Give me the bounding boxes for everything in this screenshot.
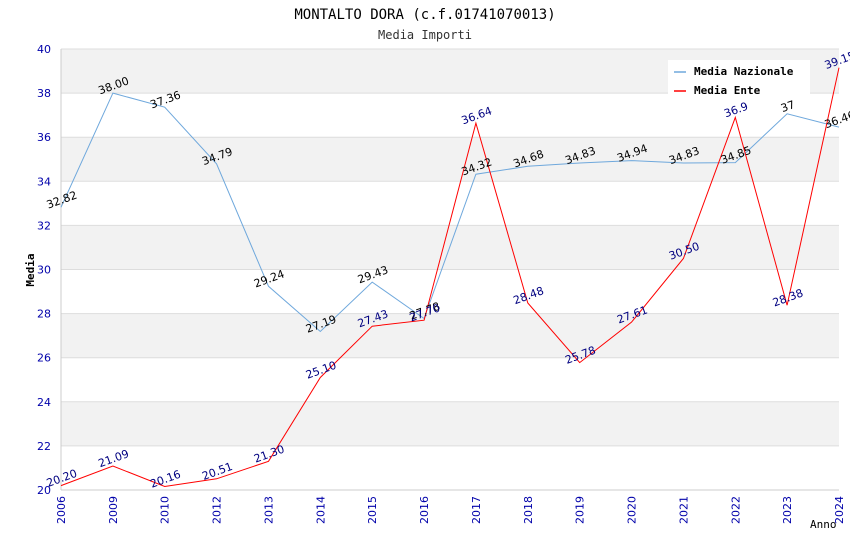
x-tick-label: 2010 <box>159 496 172 524</box>
legend-label-ente: Media Ente <box>694 84 761 97</box>
grid-band <box>61 401 839 446</box>
y-axis-label: Media <box>24 253 37 286</box>
data-label: 36.64 <box>460 104 494 127</box>
x-tick-label: 2013 <box>262 496 275 524</box>
x-tick-labels: 2006 2009 2010 2012 2013 2014 2015 2016 2017 2018… <box>55 496 846 524</box>
y-tick-label: 40 <box>37 43 51 56</box>
legend-label-nazionale: Media Nazionale <box>694 65 794 78</box>
x-tick-label: 2009 <box>107 496 120 524</box>
data-label: 25.10 <box>304 359 338 382</box>
y-tick-label: 28 <box>37 308 51 321</box>
y-tick-label: 38 <box>37 87 51 100</box>
data-label: 20.16 <box>149 468 183 491</box>
x-tick-label: 2015 <box>366 496 379 524</box>
x-tick-label: 2023 <box>781 496 794 524</box>
y-tick-label: 20 <box>37 484 51 497</box>
grid-lines <box>61 48 839 491</box>
x-tick-label: 2020 <box>626 496 639 524</box>
y-tick-label: 32 <box>37 219 51 232</box>
grid-band <box>61 137 839 182</box>
y-tick-label: 30 <box>37 264 51 277</box>
grid-band <box>61 313 839 358</box>
data-label: 20.20 <box>45 467 79 490</box>
x-tick-label: 2012 <box>211 496 224 524</box>
x-tick-label: 2024 <box>833 496 846 524</box>
legend-box <box>668 60 810 96</box>
data-label: 36.46 <box>823 108 850 131</box>
data-label: 36.9 <box>722 100 749 121</box>
x-tick-label: 2016 <box>418 496 431 524</box>
data-label: 28.38 <box>771 286 805 309</box>
x-tick-label: 2022 <box>729 496 742 524</box>
y-tick-label: 24 <box>37 396 51 409</box>
x-tick-label: 2017 <box>470 496 483 524</box>
grid-bands <box>61 49 839 446</box>
data-label: 20.51 <box>200 460 234 483</box>
x-tick-label: 2019 <box>574 496 587 524</box>
x-tick-label: 2018 <box>522 496 535 524</box>
axes <box>60 49 839 491</box>
data-label: 37 <box>779 98 797 115</box>
y-tick-label: 36 <box>37 131 51 144</box>
y-tick-label: 26 <box>37 352 51 365</box>
series-line <box>60 92 840 333</box>
y-tick-label: 34 <box>37 175 51 188</box>
x-tick-label: 2006 <box>55 496 68 524</box>
x-tick-label: 2014 <box>314 496 327 524</box>
series-lines <box>60 67 840 488</box>
y-tick-label: 22 <box>37 440 51 453</box>
chart-title: MONTALTO DORA (c.f.01741070013) <box>294 7 555 23</box>
y-tick-labels: 20 22 24 26 28 30 32 34 36 38 40 <box>37 43 51 497</box>
chart-subtitle: Media Importi <box>378 28 472 42</box>
legend: Media Nazionale Media Ente <box>668 60 810 97</box>
x-axis-label: Anno <box>810 518 837 531</box>
series-line <box>60 67 840 488</box>
data-label: 32.82 <box>45 189 79 212</box>
x-tick-label: 2021 <box>677 496 690 524</box>
